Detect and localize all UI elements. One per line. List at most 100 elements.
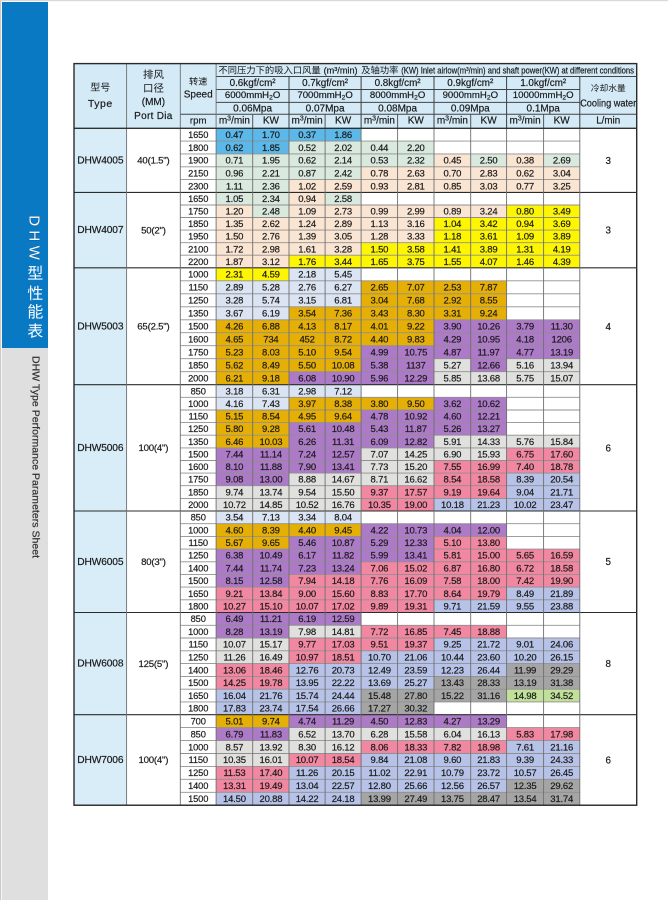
svg-text:34.52: 34.52 — [550, 691, 573, 702]
svg-text:1.87: 1.87 — [226, 257, 244, 268]
svg-text:11.14: 11.14 — [260, 450, 282, 461]
svg-text:1850: 1850 — [188, 487, 208, 497]
svg-text:17.98: 17.98 — [550, 729, 573, 740]
svg-text:21.89: 21.89 — [550, 589, 573, 600]
svg-text:5.65: 5.65 — [516, 551, 534, 562]
svg-text:7.06: 7.06 — [371, 563, 389, 574]
svg-text:12.49: 12.49 — [368, 665, 391, 676]
svg-text:1250: 1250 — [188, 551, 208, 561]
svg-text:8.55: 8.55 — [480, 296, 498, 307]
svg-text:2.50: 2.50 — [480, 156, 498, 167]
svg-text:9.04: 9.04 — [516, 487, 534, 498]
svg-text:6.52: 6.52 — [298, 729, 316, 740]
svg-text:0.9kgf/cm²: 0.9kgf/cm² — [447, 78, 494, 89]
svg-text:2.59: 2.59 — [334, 181, 352, 192]
svg-text:1.04: 1.04 — [444, 219, 462, 230]
svg-text:23.59: 23.59 — [404, 665, 427, 676]
svg-text:1.95: 1.95 — [262, 156, 280, 167]
svg-text:6: 6 — [605, 443, 611, 454]
svg-text:8.28: 8.28 — [226, 627, 244, 638]
svg-text:3.62: 3.62 — [444, 399, 462, 410]
svg-text:15.84: 15.84 — [550, 437, 573, 448]
svg-text:0.77: 0.77 — [516, 181, 534, 192]
svg-text:3.03: 3.03 — [480, 181, 498, 192]
svg-text:11.88: 11.88 — [260, 462, 282, 473]
svg-text:5.43: 5.43 — [371, 424, 389, 435]
svg-text:21.06: 21.06 — [404, 653, 427, 664]
svg-text:9000mmH2O: 9000mmH2O — [443, 90, 498, 102]
svg-text:11.02: 11.02 — [368, 768, 390, 779]
svg-text:1.76: 1.76 — [298, 257, 316, 268]
svg-text:16.49: 16.49 — [260, 653, 283, 664]
svg-text:DHW4007: DHW4007 — [77, 225, 124, 236]
svg-text:10.75: 10.75 — [404, 348, 427, 359]
svg-text:4.01: 4.01 — [371, 322, 389, 333]
svg-text:15.60: 15.60 — [332, 589, 355, 600]
svg-text:KW: KW — [408, 115, 425, 126]
svg-text:1150: 1150 — [188, 412, 207, 422]
svg-text:1.0kgf/cm²: 1.0kgf/cm² — [520, 78, 567, 89]
svg-text:23.60: 23.60 — [477, 653, 500, 664]
svg-text:4.99: 4.99 — [371, 348, 389, 359]
svg-text:1600: 1600 — [188, 335, 208, 345]
svg-text:6.79: 6.79 — [226, 729, 244, 740]
svg-text:1500: 1500 — [188, 450, 208, 460]
svg-text:1.11: 1.11 — [226, 181, 243, 192]
svg-text:DHW5003: DHW5003 — [77, 321, 124, 332]
svg-text:3.54: 3.54 — [298, 309, 316, 320]
svg-text:4.50: 4.50 — [371, 717, 389, 728]
svg-text:850: 850 — [191, 513, 206, 523]
svg-text:18.98: 18.98 — [477, 742, 500, 753]
svg-text:21.83: 21.83 — [477, 755, 500, 766]
svg-text:452: 452 — [299, 335, 314, 346]
svg-text:5.96: 5.96 — [371, 374, 389, 385]
svg-text:5.50: 5.50 — [298, 361, 316, 372]
svg-text:4.16: 4.16 — [226, 399, 244, 410]
svg-text:3.67: 3.67 — [226, 309, 244, 320]
svg-text:19.31: 19.31 — [404, 602, 427, 613]
svg-text:6.19: 6.19 — [262, 309, 280, 320]
svg-text:2.89: 2.89 — [334, 219, 352, 230]
svg-text:6.72: 6.72 — [516, 563, 534, 574]
svg-text:m3/min: m3/min — [292, 115, 323, 126]
svg-text:0.52: 0.52 — [298, 143, 316, 154]
svg-text:6.38: 6.38 — [226, 551, 244, 562]
svg-text:2.92: 2.92 — [444, 296, 462, 307]
svg-text:3.43: 3.43 — [371, 309, 389, 320]
svg-text:DHW5006: DHW5006 — [77, 443, 124, 454]
svg-text:4.78: 4.78 — [371, 412, 389, 423]
svg-text:10.07: 10.07 — [223, 640, 246, 651]
svg-text:12.58: 12.58 — [260, 576, 283, 587]
svg-text:1400: 1400 — [188, 781, 208, 791]
svg-text:8.17: 8.17 — [334, 322, 352, 333]
svg-text:9.19: 9.19 — [444, 487, 462, 498]
svg-text:9.54: 9.54 — [298, 487, 316, 498]
svg-text:12.35: 12.35 — [514, 781, 537, 792]
svg-text:7.73: 7.73 — [371, 462, 389, 473]
svg-text:6000mmH2O: 6000mmH2O — [225, 90, 280, 102]
svg-text:2.76: 2.76 — [262, 232, 280, 243]
svg-text:4.07: 4.07 — [480, 257, 498, 268]
svg-text:(MM): (MM) — [142, 97, 165, 108]
svg-text:19.49: 19.49 — [260, 781, 283, 792]
svg-text:16.62: 16.62 — [404, 475, 427, 486]
svg-text:13.75: 13.75 — [441, 794, 464, 805]
svg-text:3.15: 3.15 — [298, 296, 316, 307]
svg-text:1.70: 1.70 — [262, 130, 280, 141]
svg-text:9.24: 9.24 — [480, 309, 498, 320]
svg-text:17.70: 17.70 — [404, 589, 427, 600]
svg-text:1350: 1350 — [188, 437, 208, 447]
svg-text:1850: 1850 — [188, 361, 208, 371]
svg-text:2.53: 2.53 — [444, 283, 462, 294]
svg-text:18.78: 18.78 — [550, 462, 573, 473]
svg-text:16.59: 16.59 — [550, 551, 573, 562]
svg-text:4.39: 4.39 — [553, 257, 571, 268]
svg-text:10.35: 10.35 — [368, 500, 391, 511]
svg-text:0.62: 0.62 — [298, 156, 316, 167]
svg-text:21.72: 21.72 — [477, 640, 500, 651]
svg-text:13.74: 13.74 — [260, 487, 283, 498]
svg-text:8.39: 8.39 — [516, 475, 534, 486]
svg-text:10.18: 10.18 — [441, 500, 464, 511]
svg-text:13.04: 13.04 — [296, 781, 319, 792]
svg-text:0.38: 0.38 — [516, 156, 534, 167]
